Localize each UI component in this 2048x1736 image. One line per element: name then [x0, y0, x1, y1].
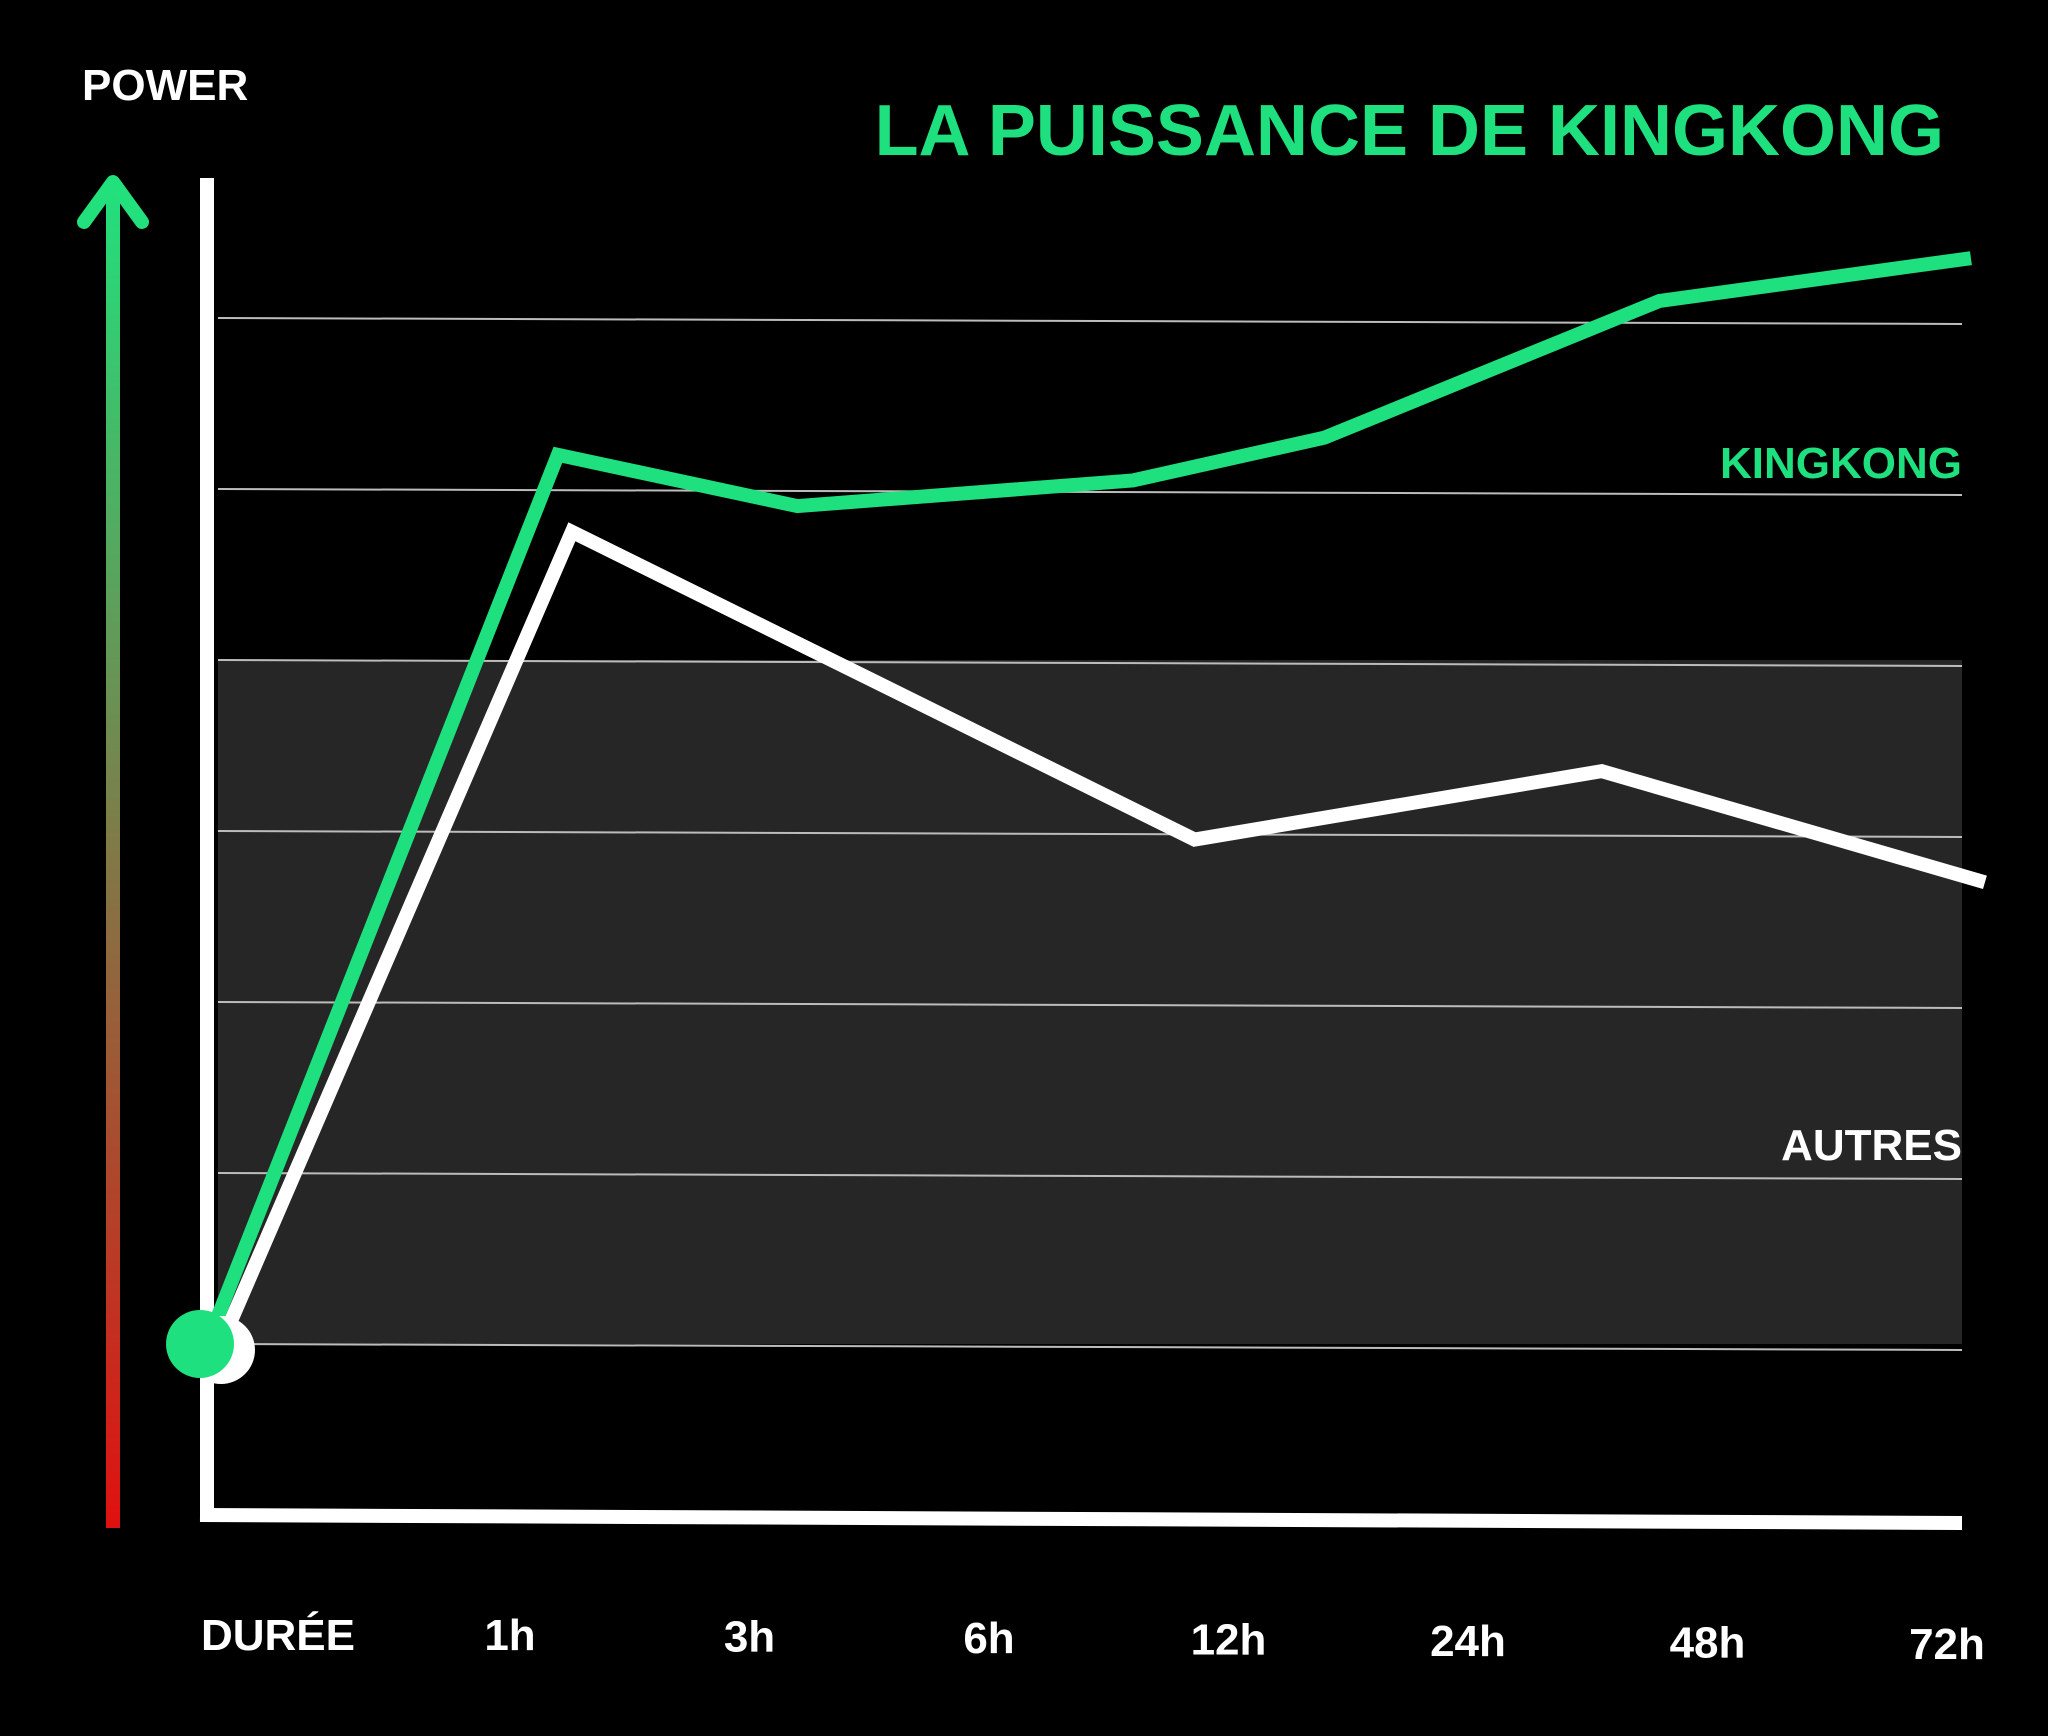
- x-axis-line: [199, 1508, 1963, 1530]
- origin-point-kingkong: [166, 1310, 234, 1378]
- x-tick-label: 6h: [963, 1614, 1014, 1663]
- chart-title: LA PUISSANCE DE KINGKONG: [875, 91, 1944, 171]
- series-label-autres: AUTRES: [1781, 1121, 1962, 1170]
- x-tick-label: 3h: [724, 1613, 775, 1662]
- gridline: [217, 1001, 1963, 1009]
- y-axis-label: POWER: [82, 61, 248, 110]
- x-tick-label: 1h: [484, 1611, 535, 1660]
- x-axis-label: DURÉE: [201, 1610, 355, 1660]
- x-tick-label: 24h: [1430, 1617, 1506, 1666]
- gridline: [217, 1343, 1963, 1351]
- series-line-kingkong: [200, 251, 1972, 1347]
- gridline: [217, 317, 1963, 325]
- power-arrow-shaft: [106, 190, 120, 1528]
- gridline: [217, 1172, 1963, 1180]
- x-tick-label: 12h: [1191, 1616, 1267, 1665]
- gridline: [217, 488, 1963, 496]
- x-tick-labels: 1h 3h 6h 12h 24h 48h 72h: [484, 1611, 1985, 1669]
- series-line-autres: [214, 522, 1987, 1347]
- series-label-kingkong: KINGKONG: [1720, 439, 1962, 488]
- series: [166, 251, 1987, 1384]
- x-tick-label: 48h: [1670, 1619, 1746, 1668]
- axes: [77, 175, 1963, 1530]
- gridline: [217, 830, 1963, 838]
- power-arrow-head-icon: [77, 175, 149, 229]
- x-tick-label: 72h: [1909, 1620, 1985, 1669]
